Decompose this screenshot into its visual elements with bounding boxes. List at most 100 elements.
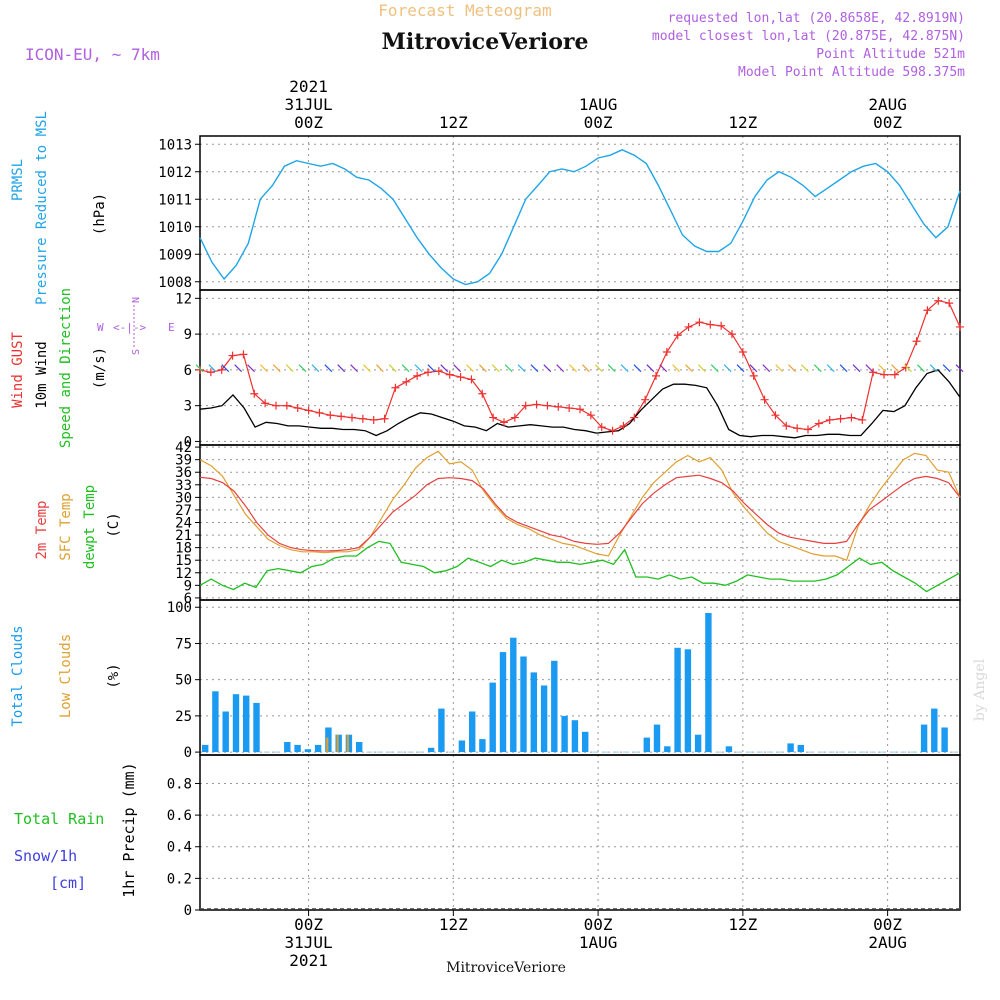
gust-marker-22: [434, 367, 443, 376]
gust-marker-3: [228, 351, 237, 360]
clouds-unit: (%): [106, 663, 122, 688]
gust-marker-62: [869, 368, 878, 377]
top-date-label-2: 1AUG: [579, 95, 618, 114]
wind-dir-arrow-10: [324, 364, 333, 373]
gust-marker-18: [391, 383, 400, 392]
temp-ytick-label-9: 33: [175, 478, 192, 494]
gust-marker-1: [206, 368, 215, 377]
gust-marker-39: [619, 421, 628, 430]
gust-marker-40: [630, 413, 639, 422]
wind-dir-arrow-4: [247, 364, 255, 373]
bottom-date-label-0: 31JUL: [284, 933, 332, 952]
info-requested: requested lon,lat (20.8658E, 42.8919N): [668, 11, 965, 26]
gust-marker-55: [793, 424, 802, 433]
gust-marker-46: [695, 318, 704, 327]
gust-marker-5: [250, 389, 259, 398]
gust-marker-49: [728, 330, 736, 339]
gust-marker-17: [380, 414, 389, 423]
gust-marker-36: [586, 411, 595, 420]
temp2m-line: [199, 474, 961, 552]
wind-dir-arrow-36: [659, 364, 668, 373]
wind-dir-arrow-40: [710, 364, 719, 373]
gust-marker-33: [554, 402, 563, 411]
compass-arrows: <-|->: [113, 321, 146, 334]
wind-gust-label: Wind GUST: [10, 332, 26, 408]
wind-dir-arrow-27: [543, 364, 552, 373]
dewpt-temp-label: dewpt Temp: [82, 485, 98, 569]
wind-ytick-label-2: 6: [184, 363, 192, 379]
total-cloud-bar-26: [469, 711, 476, 753]
total-cloud-bar-48: [694, 734, 702, 753]
gust-marker-15: [358, 414, 367, 423]
precip-ytick-label-1: 0.2: [167, 871, 192, 887]
wind-dir-arrow-34: [633, 364, 642, 373]
snow-unit-label: [cm]: [50, 874, 86, 892]
gust-marker-21: [424, 368, 432, 377]
precip-ytick-label-4: 0.8: [167, 776, 192, 792]
wind-dir-arrow-2: [221, 364, 230, 373]
wind-dir-arrow-51: [852, 364, 861, 373]
location-title: MitroviceVeriore: [382, 29, 589, 55]
gust-marker-29: [510, 413, 519, 422]
total-cloud-bar-28: [489, 682, 496, 753]
top-time-label-0: 00Z: [294, 113, 323, 132]
pressure-label-1: PRMSL: [10, 159, 26, 201]
pressure-ytick-label-1: 1009: [158, 247, 192, 263]
wind-dir-arrow-45: [775, 364, 784, 373]
total-cloud-bar-71: [931, 708, 938, 753]
total-cloud-bar-30: [510, 637, 517, 753]
sfc-temp-line: [199, 450, 961, 561]
wind-dir-arrow-24: [504, 364, 513, 373]
pressure-ytick-label-2: 1010: [158, 220, 192, 236]
gust-marker-56: [804, 425, 812, 434]
gust-marker-53: [771, 411, 780, 420]
top-year-label-0: 2021: [289, 77, 328, 96]
pressure-ytick-label-4: 1012: [158, 165, 192, 181]
gust-marker-59: [836, 414, 845, 423]
wind-dir-arrow-29: [569, 364, 577, 373]
wind-dir-arrow-11: [337, 364, 346, 373]
top-date-label-4: 2AUG: [868, 95, 907, 114]
wind-dir-arrow-49: [826, 364, 835, 373]
gust-marker-14: [348, 413, 356, 422]
wind-dir-arrow-13: [363, 364, 371, 373]
clouds-ytick-label-2: 50: [175, 673, 192, 689]
wind-dir-arrow-19: [440, 364, 449, 373]
bottom-caption: MitroviceVeriore: [446, 960, 566, 976]
gust-marker-47: [706, 320, 715, 329]
wind-dir-arrow-18: [427, 364, 436, 373]
precip-frame: [199, 754, 961, 911]
gust-marker-24: [456, 373, 465, 382]
wind-10m-label: 10m Wind: [34, 341, 50, 408]
low-cloud-bar-13: [336, 734, 339, 753]
gust-marker-6: [261, 399, 270, 408]
wind-dir-arrow-54: [891, 364, 900, 373]
total-cloud-bar-33: [540, 685, 548, 753]
gust-marker-4: [239, 350, 248, 359]
wind-dir-arrow-23: [491, 364, 500, 373]
total-cloud-bar-45: [664, 746, 671, 753]
wind-dir-arrow-59: [955, 364, 964, 373]
total-cloud-bar-23: [438, 708, 445, 753]
total-cloud-bar-2: [222, 711, 229, 753]
total-cloud-bar-34: [551, 660, 558, 753]
bottom-date-label-2: 1AUG: [579, 933, 618, 952]
total-cloud-bar-9: [294, 744, 301, 753]
gust-marker-16: [369, 415, 378, 424]
gust-marker-20: [413, 371, 422, 380]
total-cloud-bar-29: [499, 652, 507, 753]
pressure-unit: (hPa): [92, 193, 108, 235]
wind-dir-arrow-32: [607, 364, 616, 373]
gust-marker-70: [956, 322, 964, 331]
wind-dir-arrow-56: [916, 364, 925, 373]
low-clouds-label: Low Clouds: [58, 634, 74, 718]
temp-ytick-label-8: 30: [175, 490, 192, 506]
temp-ytick-label-3: 15: [175, 553, 192, 569]
gust-marker-38: [608, 426, 617, 435]
gust-marker-37: [597, 423, 606, 432]
pressure-ytick-label-0: 1008: [158, 275, 192, 291]
gust-marker-8: [282, 401, 291, 410]
wind-dir-arrow-46: [788, 364, 796, 373]
total-cloud-bar-8: [284, 742, 291, 753]
